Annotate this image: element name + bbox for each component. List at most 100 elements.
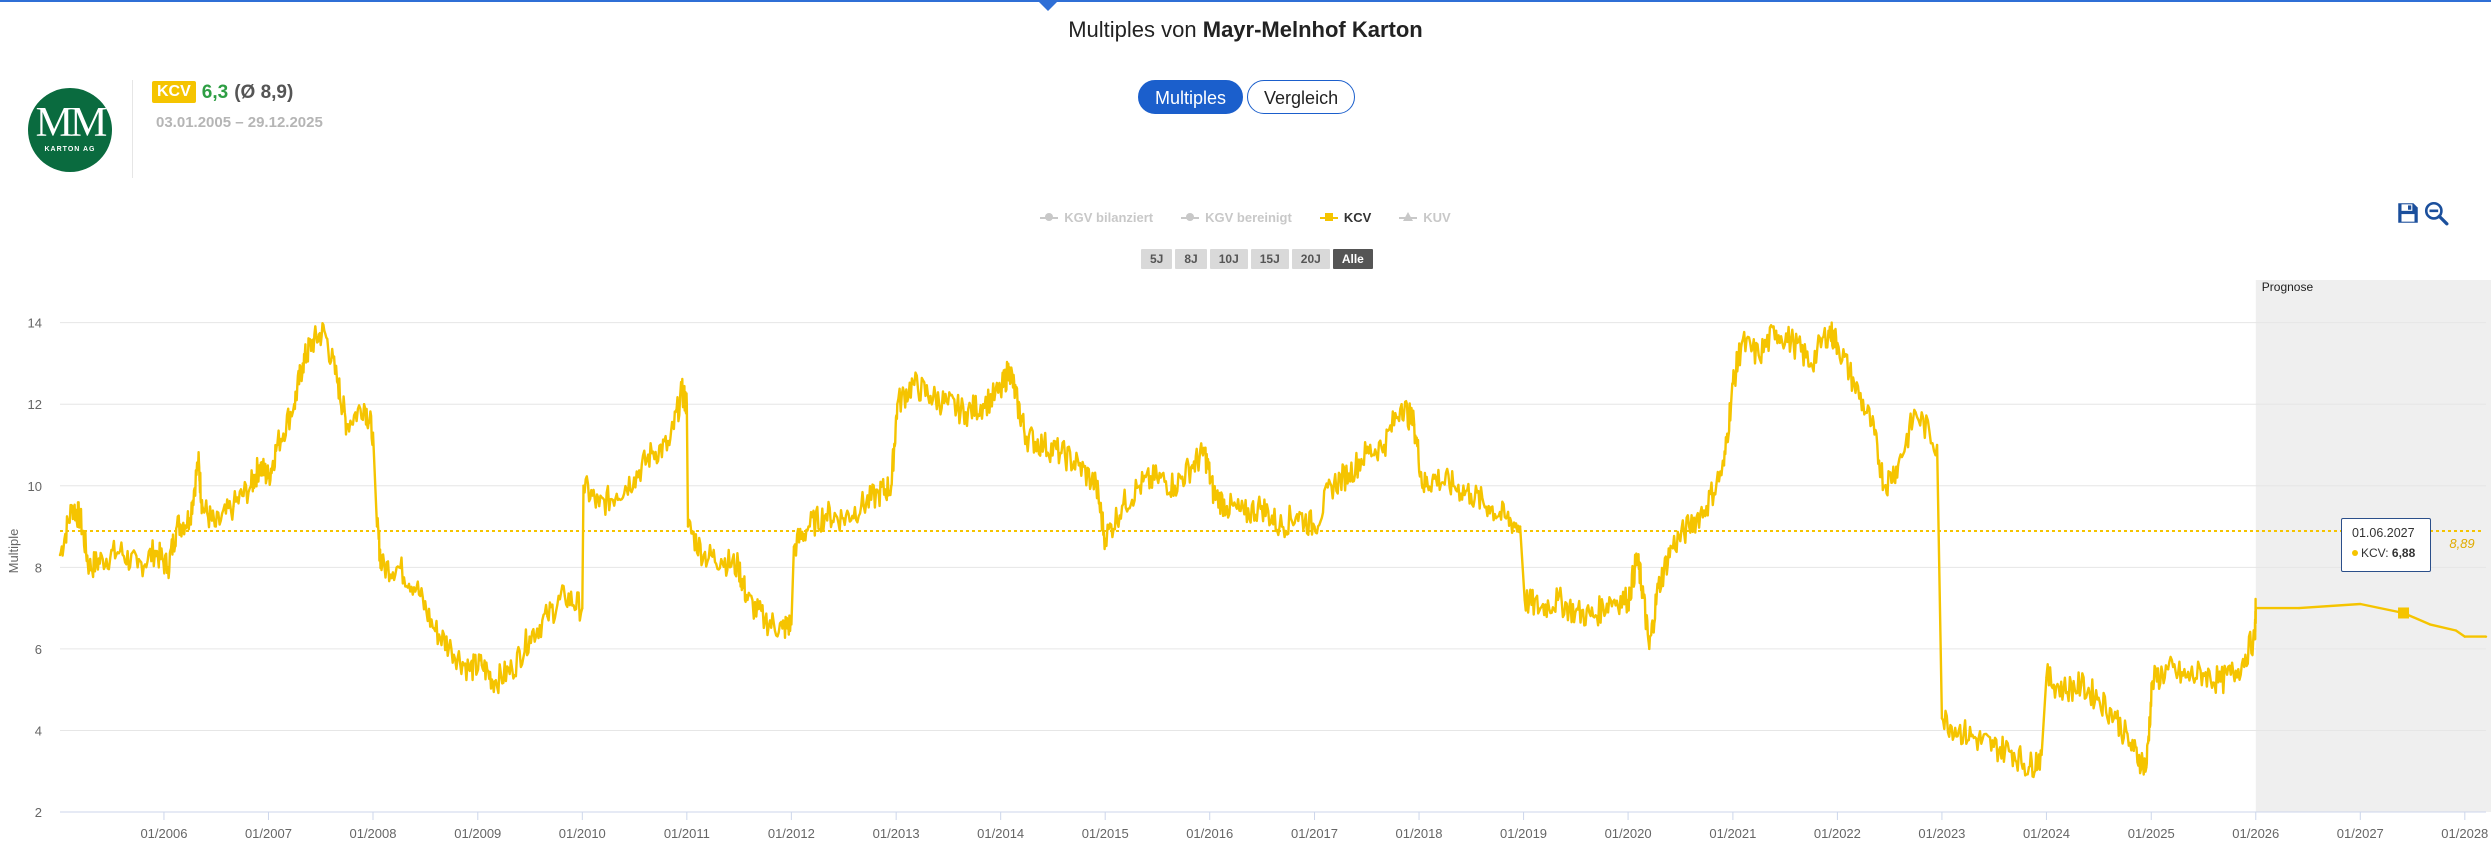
data-point	[1243, 513, 1246, 516]
data-point	[1504, 517, 1508, 520]
data-point	[999, 390, 1002, 394]
data-point	[136, 566, 139, 569]
data-point	[1705, 504, 1708, 508]
data-point	[546, 615, 549, 618]
x-tick-label: 01/2027	[2337, 826, 2384, 841]
data-point	[480, 663, 484, 667]
data-point	[1016, 402, 1019, 406]
legend-item-kgv-bereinigt[interactable]: KGV bereinigt	[1181, 210, 1292, 225]
x-tick-label: 01/2025	[2128, 826, 2175, 841]
y-tick-label: 14	[28, 316, 42, 331]
data-point	[598, 504, 601, 508]
legend-item-kuv[interactable]: KUV	[1399, 210, 1451, 225]
title-prefix: Multiples von	[1068, 17, 1197, 42]
data-point	[118, 549, 122, 553]
x-tick-label: 01/2018	[1396, 826, 1443, 841]
kcv-series-points	[58, 329, 2488, 769]
data-point	[345, 423, 348, 426]
range-20j-button[interactable]: 20J	[1291, 249, 1330, 269]
data-point	[1626, 598, 1630, 602]
data-point	[415, 586, 418, 589]
data-point	[1975, 737, 1978, 740]
save-icon[interactable]	[2395, 200, 2421, 226]
data-point	[1191, 464, 1194, 467]
data-point	[824, 513, 828, 516]
legend-label: KGV bereinigt	[1205, 210, 1292, 225]
legend-item-kgv-bilanziert[interactable]: KGV bilanziert	[1040, 210, 1153, 225]
kcv-series-line[interactable]	[58, 321, 2486, 779]
data-point	[276, 443, 279, 447]
metric-value: 6,3	[201, 82, 229, 103]
y-tick-label: 12	[28, 397, 42, 412]
data-point	[737, 566, 740, 569]
data-point	[1591, 615, 1595, 618]
data-point	[1434, 476, 1438, 479]
data-point	[790, 623, 793, 626]
data-point	[258, 464, 261, 467]
x-tick-label: 01/2008	[349, 826, 396, 841]
range-5j-button[interactable]: 5J	[1141, 249, 1173, 269]
data-point	[1731, 382, 1735, 385]
data-point	[1008, 366, 1011, 369]
data-point	[781, 627, 784, 630]
data-point	[375, 525, 379, 528]
data-point	[807, 525, 810, 528]
data-point	[2151, 680, 2154, 683]
y-tick-label: 2	[35, 805, 42, 820]
x-tick-label: 01/2019	[1500, 826, 1547, 841]
date-range: 03.01.2005 – 29.12.2025	[156, 114, 323, 131]
legend-label: KUV	[1423, 210, 1451, 225]
data-point	[1347, 472, 1351, 475]
data-point	[323, 329, 326, 332]
data-point	[1077, 464, 1081, 467]
range-10j-button[interactable]: 10J	[1209, 249, 1248, 269]
chart-tooltip: 01.06.2027 KCV: 6,88	[2341, 518, 2431, 572]
data-point	[1212, 492, 1215, 496]
data-point	[2359, 602, 2362, 606]
data-point	[1523, 598, 1526, 602]
x-tick-label: 01/2013	[873, 826, 920, 841]
data-point	[1539, 606, 1542, 610]
data-point	[719, 557, 723, 561]
data-point	[1722, 464, 1726, 467]
data-point	[1687, 525, 1691, 528]
data-point	[232, 504, 235, 508]
data-point	[1260, 504, 1264, 508]
metric-badge: KCV	[152, 81, 196, 103]
legend-item-kcv[interactable]: KCV	[1319, 210, 1371, 225]
circle-marker-icon	[1040, 212, 1059, 221]
data-point	[982, 402, 985, 406]
y-axis-label: Multiple	[6, 529, 21, 574]
data-point	[2166, 668, 2170, 671]
range-15j-button[interactable]: 15J	[1250, 249, 1289, 269]
x-tick-label: 01/2022	[1814, 826, 1861, 841]
x-tick-label: 01/2026	[2232, 826, 2279, 841]
data-point	[686, 525, 690, 528]
data-point	[1469, 492, 1473, 496]
zoom-out-icon[interactable]	[2423, 200, 2449, 226]
series-dot-icon	[2352, 550, 2358, 556]
vergleich-button[interactable]: Vergleich	[1247, 80, 1356, 114]
data-point	[1656, 586, 1660, 589]
data-point	[632, 476, 636, 479]
data-point	[1635, 557, 1639, 561]
data-point	[1278, 525, 1281, 528]
data-point	[1138, 484, 1141, 487]
data-point	[2254, 606, 2257, 610]
data-point	[166, 566, 170, 569]
range-alle-button[interactable]: Alle	[1332, 249, 1373, 269]
y-tick-label: 6	[35, 642, 42, 657]
x-tick-label: 01/2024	[2023, 826, 2070, 841]
data-point	[680, 390, 684, 394]
data-point	[1120, 504, 1124, 508]
multiples-button[interactable]: Multiples	[1138, 80, 1244, 114]
data-point	[101, 557, 104, 561]
range-8j-button[interactable]: 8J	[1175, 249, 1207, 269]
top-accent-line	[0, 0, 2491, 2]
chart-legend: KGV bilanziert KGV bereinigt KCV KUV	[0, 210, 2491, 225]
tooltip-value-row: KCV: 6,88	[2352, 546, 2430, 560]
data-point	[1757, 354, 1760, 357]
data-point	[946, 402, 950, 406]
data-point	[2062, 688, 2065, 691]
